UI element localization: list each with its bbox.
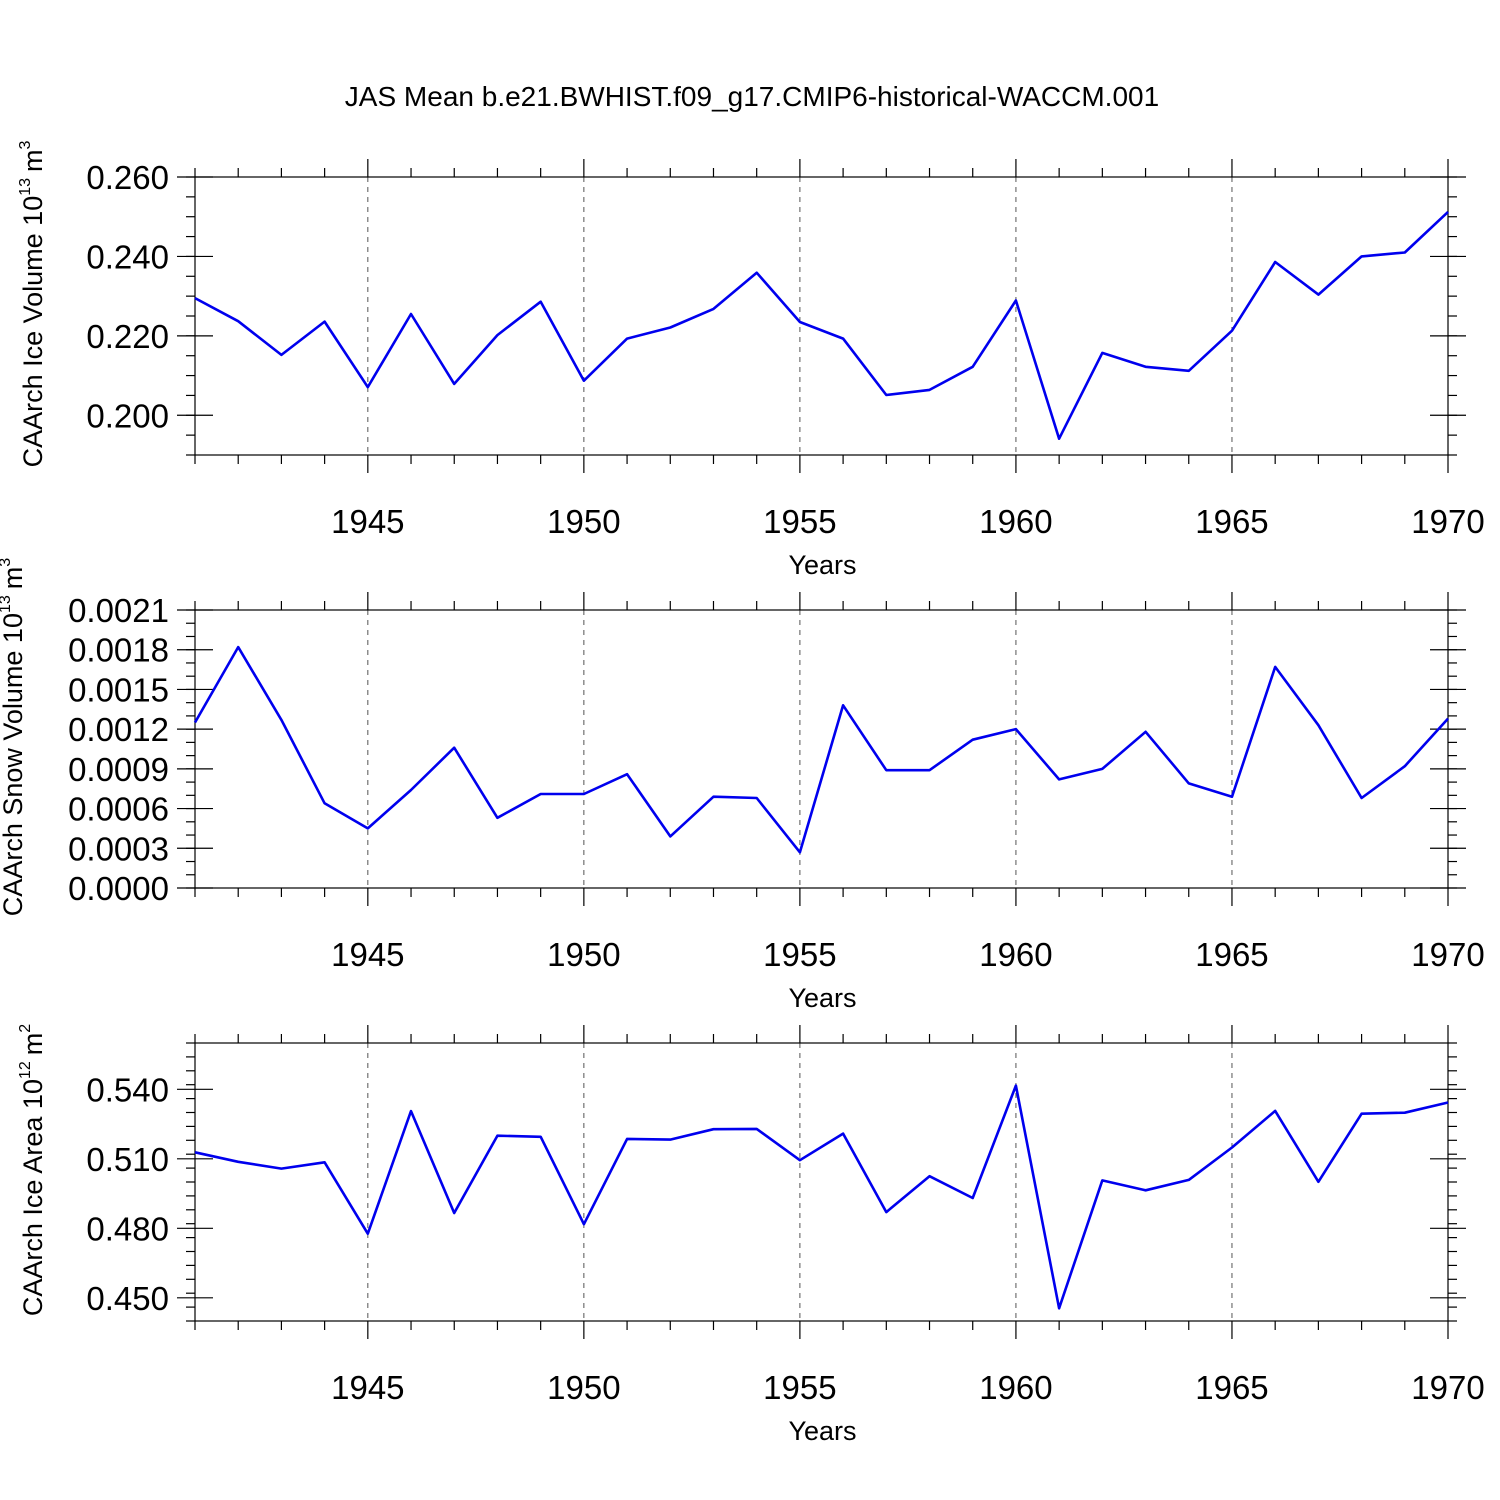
x-tick-label: 1960	[979, 1369, 1052, 1406]
x-tick-label: 1965	[1195, 503, 1268, 540]
y-axis-label-unit: m	[0, 567, 28, 590]
y-axis-label-exponent: 13	[17, 178, 34, 196]
y-axis-label-exponent: 12	[17, 1061, 34, 1079]
y-axis-label-unit: m	[18, 149, 48, 172]
x-tick-label: 1965	[1195, 936, 1268, 973]
x-tick-label: 1945	[331, 1369, 404, 1406]
plot-frame	[194, 609, 1449, 889]
y-axis-label-text: CAArch Ice Volume 10	[18, 196, 48, 468]
y-axis-label-unit-exponent: 2	[17, 1024, 34, 1033]
x-tick-label: 1960	[979, 936, 1052, 973]
y-tick-label: 0.480	[86, 1210, 169, 1247]
x-tick-label: 1955	[763, 936, 836, 973]
x-tick-label: 1970	[1411, 503, 1484, 540]
y-tick-label: 0.200	[86, 397, 169, 434]
x-tick-label: 1950	[547, 936, 620, 973]
panel-1: 1945 1950 1955 1960 1965 1970 Years 0.200 0.220 0…	[17, 140, 1485, 580]
y-tick-label: 0.220	[86, 318, 169, 355]
y-axis-label-unit-exponent: 3	[0, 558, 14, 567]
x-tick-label: 1970	[1411, 936, 1484, 973]
y-axis-label: CAArch Ice Volume 1013 m3	[17, 140, 48, 467]
x-axis-label: Years	[788, 550, 856, 580]
plot-frame	[194, 1042, 1449, 1322]
y-axis-label-text: CAArch Ice Area 10	[18, 1079, 48, 1316]
y-tick-label: 0.510	[86, 1141, 169, 1178]
y-tick-label: 0.0003	[68, 830, 169, 867]
y-axis-label-text: CAArch Snow Volume 10	[0, 613, 28, 916]
y-tick-label: 0.0021	[68, 592, 169, 629]
chart-title: JAS Mean b.e21.BWHIST.f09_g17.CMIP6-hist…	[345, 81, 1159, 112]
series-line	[194, 1084, 1449, 1310]
x-tick-label: 1950	[547, 1369, 620, 1406]
x-tick-label: 1955	[763, 1369, 836, 1406]
y-tick-label: 0.450	[86, 1280, 169, 1317]
panel-3: 1945 1950 1955 1960 1965 1970 Years 0.450 0.480 0…	[17, 1024, 1485, 1446]
series-line	[194, 210, 1449, 441]
series-line	[193, 645, 1449, 854]
y-tick-label: 0.260	[86, 159, 169, 196]
y-tick-label: 0.540	[86, 1071, 169, 1108]
y-tick-label: 0.0012	[68, 711, 169, 748]
x-axis-label: Years	[788, 983, 856, 1013]
x-tick-label: 1945	[331, 936, 404, 973]
y-axis-label-unit: m	[18, 1033, 48, 1056]
y-tick-label: 0.0000	[68, 870, 169, 907]
panel-2: 1945 1950 1955 1960 1965 1970Years0.00000.000…	[0, 558, 1485, 1013]
panels: 1945 1950 1955 1960 1965 1970 Years 0.200 0.220 0…	[0, 140, 1485, 1446]
y-tick-label: 0.240	[86, 238, 169, 275]
y-tick-label: 0.0015	[68, 671, 169, 708]
x-tick-label: 1945	[331, 503, 404, 540]
x-axis-label: Years	[788, 1416, 856, 1446]
x-tick-label: 1965	[1195, 1369, 1268, 1406]
y-axis-label: CAArch Ice Area 1012 m2	[17, 1024, 48, 1316]
x-tick-label: 1970	[1411, 1369, 1484, 1406]
y-axis-label: CAArch Snow Volume 1013 m3	[0, 558, 28, 916]
y-axis-label-unit-exponent: 3	[17, 140, 34, 149]
y-tick-label: 0.0006	[68, 791, 169, 828]
y-tick-label: 0.0018	[68, 632, 169, 669]
x-tick-label: 1955	[763, 503, 836, 540]
x-tick-label: 1960	[979, 503, 1052, 540]
x-tick-label: 1950	[547, 503, 620, 540]
plot-frame	[194, 176, 1449, 456]
y-tick-label: 0.0009	[68, 751, 169, 788]
y-axis-label-exponent: 13	[0, 595, 14, 613]
